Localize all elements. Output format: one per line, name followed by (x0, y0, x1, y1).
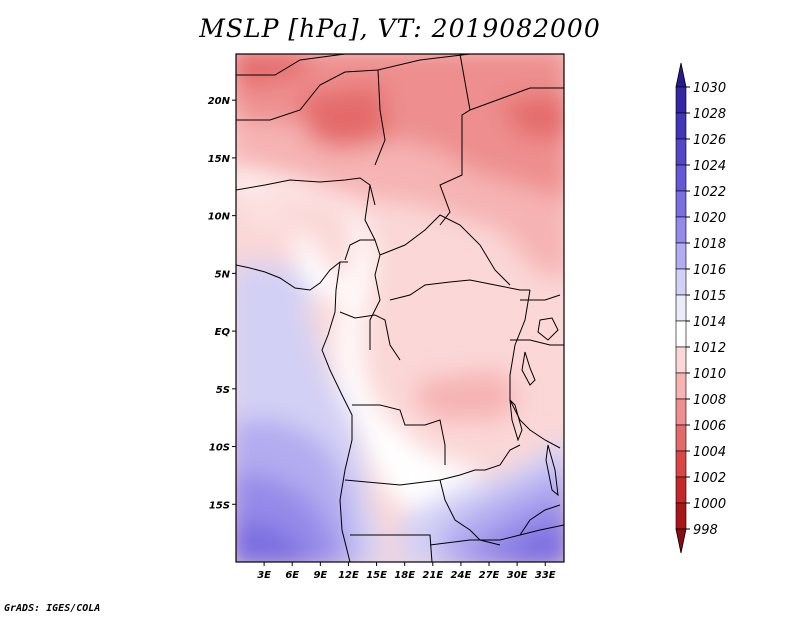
colorbar-top-arrow (675, 62, 687, 88)
colorbar-swatch (675, 86, 687, 114)
footer-credit: GrADS: IGES/COLA (4, 603, 101, 614)
lat-tick-label: 5N (215, 269, 231, 280)
colorbar-swatch (675, 138, 687, 166)
colorbar-tick-label: 1028 (693, 107, 726, 122)
lon-tick-label: 12E (338, 570, 359, 581)
colorbar-swatch (675, 398, 687, 426)
lat-tick-label: EQ (215, 327, 231, 338)
colorbar-tick-label: 1010 (693, 367, 726, 382)
colorbar-swatch (675, 190, 687, 218)
colorbar-tick-label: 1022 (693, 185, 726, 200)
colorbar-swatch (675, 346, 687, 374)
lon-tick-label: 27E (479, 570, 500, 581)
colorbar-tick-label: 1008 (693, 393, 726, 408)
lat-tick-label: 10S (209, 443, 230, 454)
lon-tick-label: 15E (366, 570, 387, 581)
map-title: MSLP [hPa], VT: 2019082000 (199, 14, 601, 43)
lat-tick-label: 20N (208, 96, 231, 107)
lat-tick-label: 5S (216, 385, 230, 396)
colorbar-swatch (675, 268, 687, 296)
colorbar-swatch (675, 164, 687, 192)
colorbar-tick-label: 1012 (693, 341, 726, 356)
lon-tick-label: 21E (422, 570, 443, 581)
colorbar-swatch (675, 424, 687, 452)
colorbar-tick-label: 998 (693, 523, 718, 538)
pressure-field (236, 54, 564, 562)
lon-tick-label: 33E (535, 570, 556, 581)
colorbar-tick-label: 1006 (693, 419, 726, 434)
colorbar-tick-label: 1000 (693, 497, 726, 512)
lon-tick-label: 6E (285, 570, 299, 581)
colorbar-tick-label: 1024 (693, 159, 726, 174)
lon-tick-label: 30E (507, 570, 528, 581)
lon-tick-label: 9E (313, 570, 327, 581)
colorbar-swatch (675, 320, 687, 348)
colorbar-tick-label: 1014 (693, 315, 726, 330)
colorbar-swatch (675, 216, 687, 244)
lat-tick-label: 15S (209, 500, 230, 511)
colorbar-swatch (675, 112, 687, 140)
colorbar-swatch (675, 476, 687, 504)
colorbar-swatch (675, 242, 687, 270)
colorbar-bottom-arrow (675, 528, 687, 554)
colorbar-tick-label: 1002 (693, 471, 726, 486)
lat-tick-label: 10N (208, 212, 231, 223)
map-frame (235, 53, 565, 563)
lon-tick-label: 24E (451, 570, 472, 581)
colorbar-tick-label: 1004 (693, 445, 726, 460)
colorbar-tick-label: 1016 (693, 263, 726, 278)
lat-tick-label: 15N (208, 154, 231, 165)
colorbar-tick-label: 1030 (693, 81, 726, 96)
colorbar-tick-label: 1015 (693, 289, 726, 304)
colorbar-swatch (675, 294, 687, 322)
colorbar: 1030 1028 1026 1024 1022 1020 1018 1016 1015 1014… (675, 62, 726, 554)
country-borders (236, 54, 564, 562)
colorbar-tick-label: 1018 (693, 237, 726, 252)
colorbar-swatch (675, 450, 687, 478)
colorbar-tick-label: 1026 (693, 133, 726, 148)
colorbar-tick-label: 1020 (693, 211, 726, 226)
lon-tick-label: 3E (257, 570, 271, 581)
colorbar-swatch (675, 372, 687, 400)
lon-tick-label: 18E (394, 570, 415, 581)
colorbar-swatch (675, 502, 687, 530)
